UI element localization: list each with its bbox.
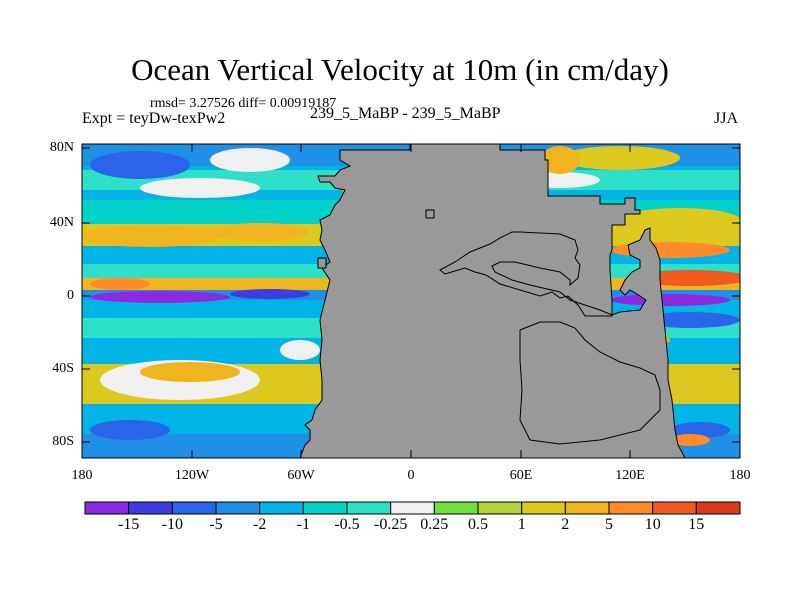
lon-ticks: [81, 144, 741, 458]
stats-label: rmsd= 3.27526 diff= 0.00919187: [150, 96, 337, 111]
colorbar-swatch: [259, 501, 304, 515]
colorbar-swatch: [171, 501, 217, 515]
lon-label-0: 0: [407, 468, 415, 483]
lat-label-80s: 80S: [52, 434, 74, 449]
colorbar-swatch: [564, 501, 610, 515]
colorbar-label: -10: [161, 516, 183, 533]
lat-ticks: [82, 147, 740, 443]
lat-label-40s: 40S: [52, 361, 74, 376]
colorbar-swatch: [390, 501, 435, 515]
colorbar-label: 5: [605, 516, 613, 533]
colorbar-swatch: [215, 501, 261, 515]
colorbar-label: -1: [296, 516, 310, 533]
lat-label-40n: 40N: [49, 215, 74, 230]
colorbar-label: -0.25: [374, 516, 408, 533]
colorbar-label: -5: [209, 516, 223, 533]
lon-label-180w: 180: [71, 468, 93, 483]
colorbar-swatch: [84, 501, 130, 515]
lat-label-80n: 80N: [49, 140, 74, 155]
colorbar-label: 2: [561, 516, 570, 533]
lon-label-180e: 180: [729, 468, 751, 483]
colorbar-label: -0.5: [334, 516, 360, 533]
colorbar-swatch: [521, 501, 566, 515]
colorbar-label: 0.25: [420, 516, 449, 533]
colorbar-label: -2: [253, 516, 267, 533]
lon-label-60e: 60E: [509, 468, 533, 483]
colorbar-swatch: [128, 501, 173, 515]
colorbar-label: -15: [118, 516, 140, 533]
colorbar-label: 10: [644, 516, 661, 533]
case-label: 239_5_MaBP - 239_5_MaBP: [310, 105, 501, 122]
lat-label-0: 0: [67, 288, 74, 303]
colorbar-swatch: [433, 501, 479, 515]
colorbar-swatch: [695, 501, 741, 515]
colorbar-swatch: [302, 501, 348, 515]
land-mask: [299, 144, 686, 458]
lon-label-120e: 120E: [615, 468, 645, 483]
colorbar-swatch: [608, 501, 654, 515]
lon-label-60w: 60W: [287, 468, 315, 483]
experiment-label: Expt = teyDw-texPw2: [82, 110, 226, 127]
season-label: JJA: [714, 110, 739, 127]
colorbar-swatch: [477, 501, 523, 515]
colorbar-swatch: [346, 501, 392, 515]
lon-label-120w: 120W: [174, 468, 210, 483]
colorbar: [84, 501, 741, 515]
map-field: [82, 144, 740, 458]
colorbar-label: 1: [517, 516, 526, 533]
colorbar-swatch: [652, 501, 697, 515]
colorbar-label: 15: [688, 516, 705, 533]
chart-title: Ocean Vertical Velocity at 10m (in cm/da…: [131, 52, 669, 87]
colorbar-label: 0.5: [468, 516, 488, 533]
